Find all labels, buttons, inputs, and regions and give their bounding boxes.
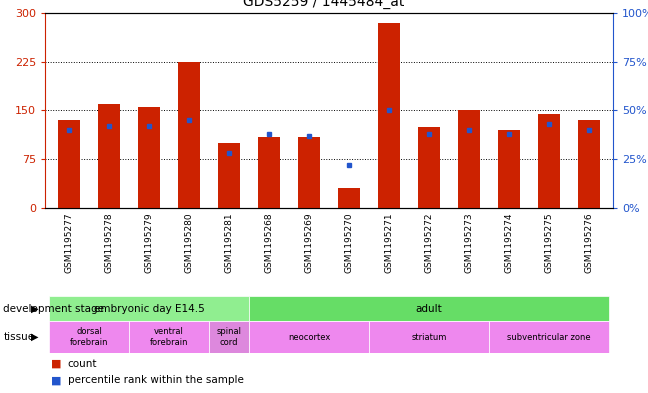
Text: GSM1195278: GSM1195278 — [104, 212, 113, 273]
Bar — [98, 104, 120, 208]
Text: adult: adult — [415, 303, 443, 314]
Bar — [338, 189, 360, 208]
Text: GSM1195271: GSM1195271 — [384, 212, 393, 273]
Text: ▶: ▶ — [31, 303, 38, 314]
Text: development stage: development stage — [3, 303, 104, 314]
Bar — [138, 107, 160, 208]
Bar — [298, 136, 320, 208]
Bar — [458, 110, 480, 208]
Bar — [218, 143, 240, 208]
Bar — [49, 296, 249, 321]
Text: GSM1195275: GSM1195275 — [544, 212, 553, 273]
Text: ■: ■ — [51, 359, 62, 369]
Text: GSM1195269: GSM1195269 — [305, 212, 314, 273]
Text: tissue: tissue — [3, 332, 34, 342]
Text: count: count — [67, 359, 97, 369]
Bar — [498, 130, 520, 208]
Text: GSM1195273: GSM1195273 — [465, 212, 474, 273]
Bar — [578, 120, 600, 208]
Text: GSM1195276: GSM1195276 — [584, 212, 594, 273]
Text: spinal
cord: spinal cord — [216, 327, 242, 347]
Bar — [249, 321, 369, 353]
Text: GDS5259 / 1445484_at: GDS5259 / 1445484_at — [243, 0, 405, 9]
Bar — [178, 62, 200, 208]
Text: GSM1195270: GSM1195270 — [345, 212, 354, 273]
Text: GSM1195274: GSM1195274 — [505, 212, 513, 273]
Text: GSM1195279: GSM1195279 — [145, 212, 154, 273]
Text: GSM1195281: GSM1195281 — [224, 212, 233, 273]
Bar — [49, 321, 129, 353]
Text: GSM1195272: GSM1195272 — [424, 212, 434, 273]
Text: percentile rank within the sample: percentile rank within the sample — [67, 375, 244, 386]
Bar — [489, 321, 609, 353]
Text: striatum: striatum — [411, 332, 446, 342]
Text: neocortex: neocortex — [288, 332, 330, 342]
Bar — [249, 296, 609, 321]
Bar — [369, 321, 489, 353]
Bar — [418, 127, 440, 208]
Text: subventricular zone: subventricular zone — [507, 332, 591, 342]
Text: GSM1195277: GSM1195277 — [65, 212, 73, 273]
Bar — [378, 23, 400, 208]
Bar — [538, 114, 560, 208]
Bar — [58, 120, 80, 208]
Text: dorsal
forebrain: dorsal forebrain — [70, 327, 108, 347]
Text: GSM1195268: GSM1195268 — [264, 212, 273, 273]
Text: GSM1195280: GSM1195280 — [185, 212, 194, 273]
Text: embryonic day E14.5: embryonic day E14.5 — [93, 303, 204, 314]
Bar — [258, 136, 280, 208]
Bar — [209, 321, 249, 353]
Text: ■: ■ — [51, 375, 62, 386]
Text: ventral
forebrain: ventral forebrain — [150, 327, 189, 347]
Text: ▶: ▶ — [31, 332, 38, 342]
Bar — [129, 321, 209, 353]
